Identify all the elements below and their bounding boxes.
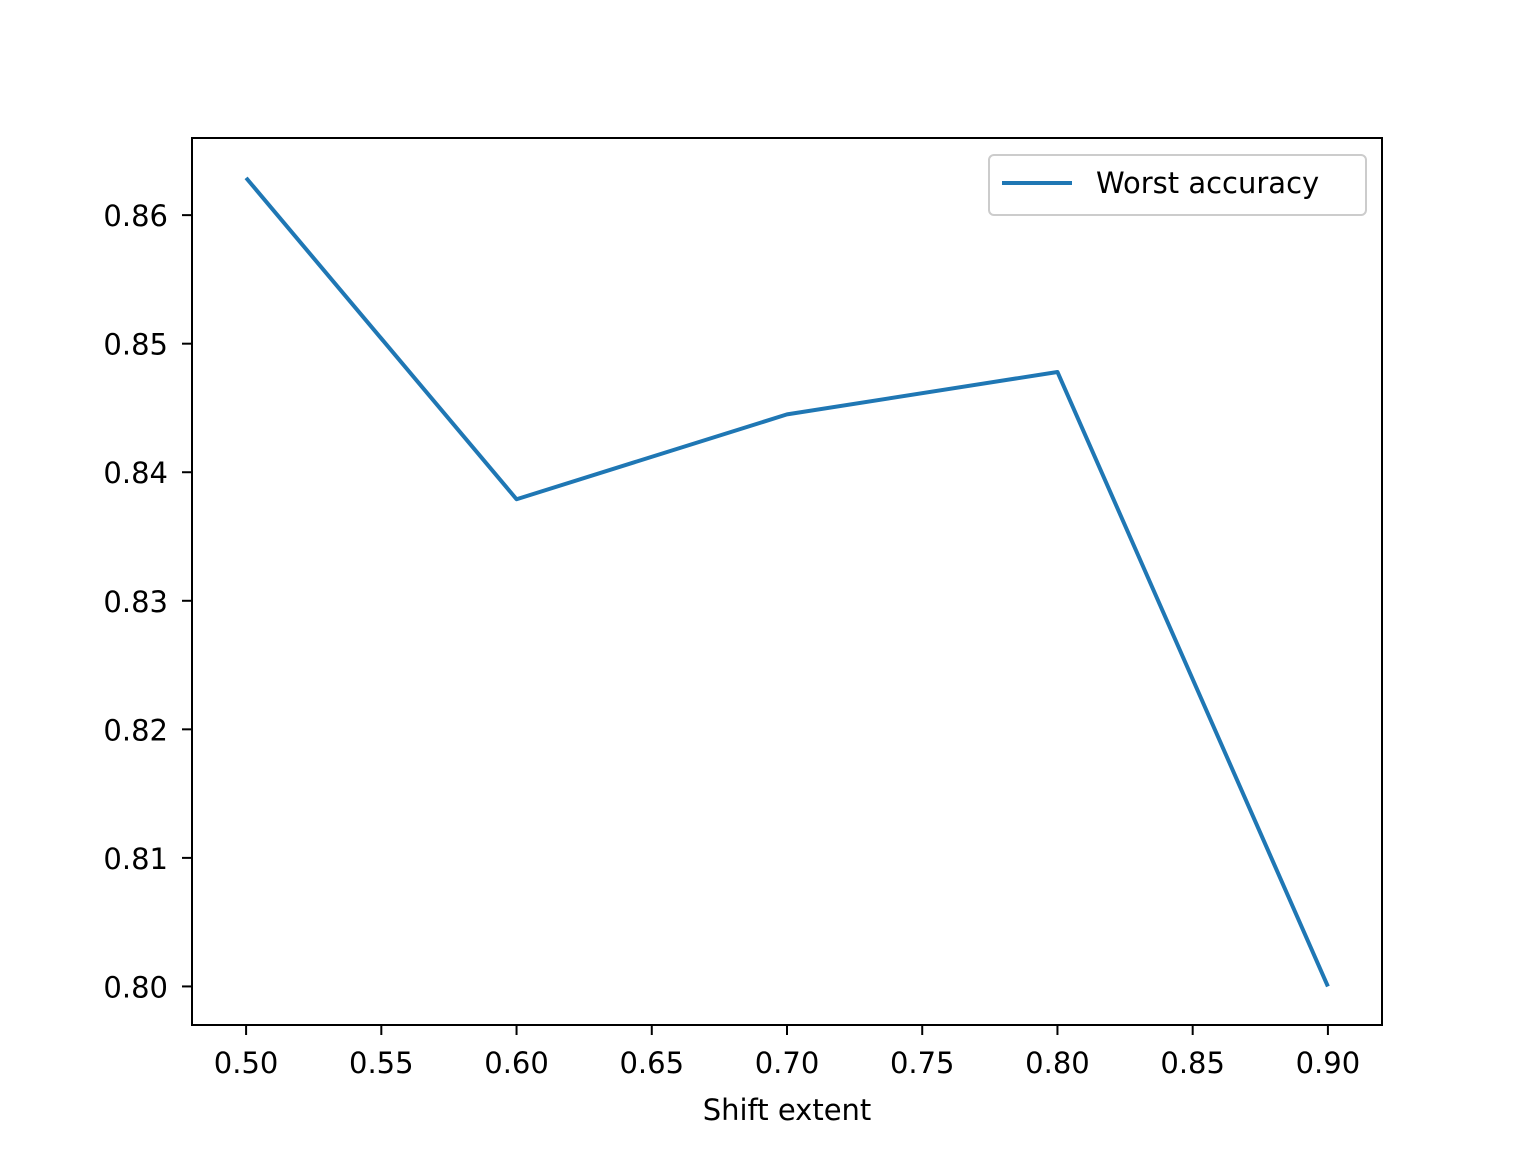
x-tick-label: 0.60 bbox=[484, 1046, 549, 1080]
y-tick-label: 0.86 bbox=[103, 199, 168, 233]
x-tick-label: 0.50 bbox=[214, 1046, 279, 1080]
y-axis-ticks: 0.80 0.81 0.82 0.83 0.84 0.85 0.86 bbox=[103, 199, 192, 1004]
x-tick-label: 0.55 bbox=[349, 1046, 414, 1080]
axes-frame bbox=[191, 137, 1383, 1026]
plot-area bbox=[192, 138, 1382, 1025]
x-tick-label: 0.80 bbox=[1025, 1046, 1090, 1080]
x-axis-ticks: 0.50 0.55 0.60 0.65 0.70 0.75 0.80 0.85 0.90 bbox=[214, 1025, 1360, 1080]
y-tick-label: 0.83 bbox=[103, 585, 168, 619]
y-tick-label: 0.85 bbox=[103, 328, 168, 362]
legend: Worst accuracy bbox=[988, 154, 1367, 216]
y-tick-label: 0.82 bbox=[103, 713, 168, 747]
x-tick-label: 0.85 bbox=[1160, 1046, 1225, 1080]
legend-box bbox=[988, 154, 1367, 216]
series-layer bbox=[244, 176, 1330, 988]
y-tick-label: 0.84 bbox=[103, 456, 168, 490]
y-tick-label: 0.80 bbox=[103, 970, 168, 1004]
y-tick-label: 0.81 bbox=[103, 842, 168, 876]
legend-label: Worst accuracy bbox=[1096, 166, 1319, 200]
x-tick-label: 0.65 bbox=[619, 1046, 684, 1080]
x-axis-label: Shift extent bbox=[703, 1093, 872, 1127]
x-tick-label: 0.90 bbox=[1296, 1046, 1361, 1080]
x-tick-label: 0.70 bbox=[755, 1046, 820, 1080]
x-tick-label: 0.75 bbox=[890, 1046, 955, 1080]
